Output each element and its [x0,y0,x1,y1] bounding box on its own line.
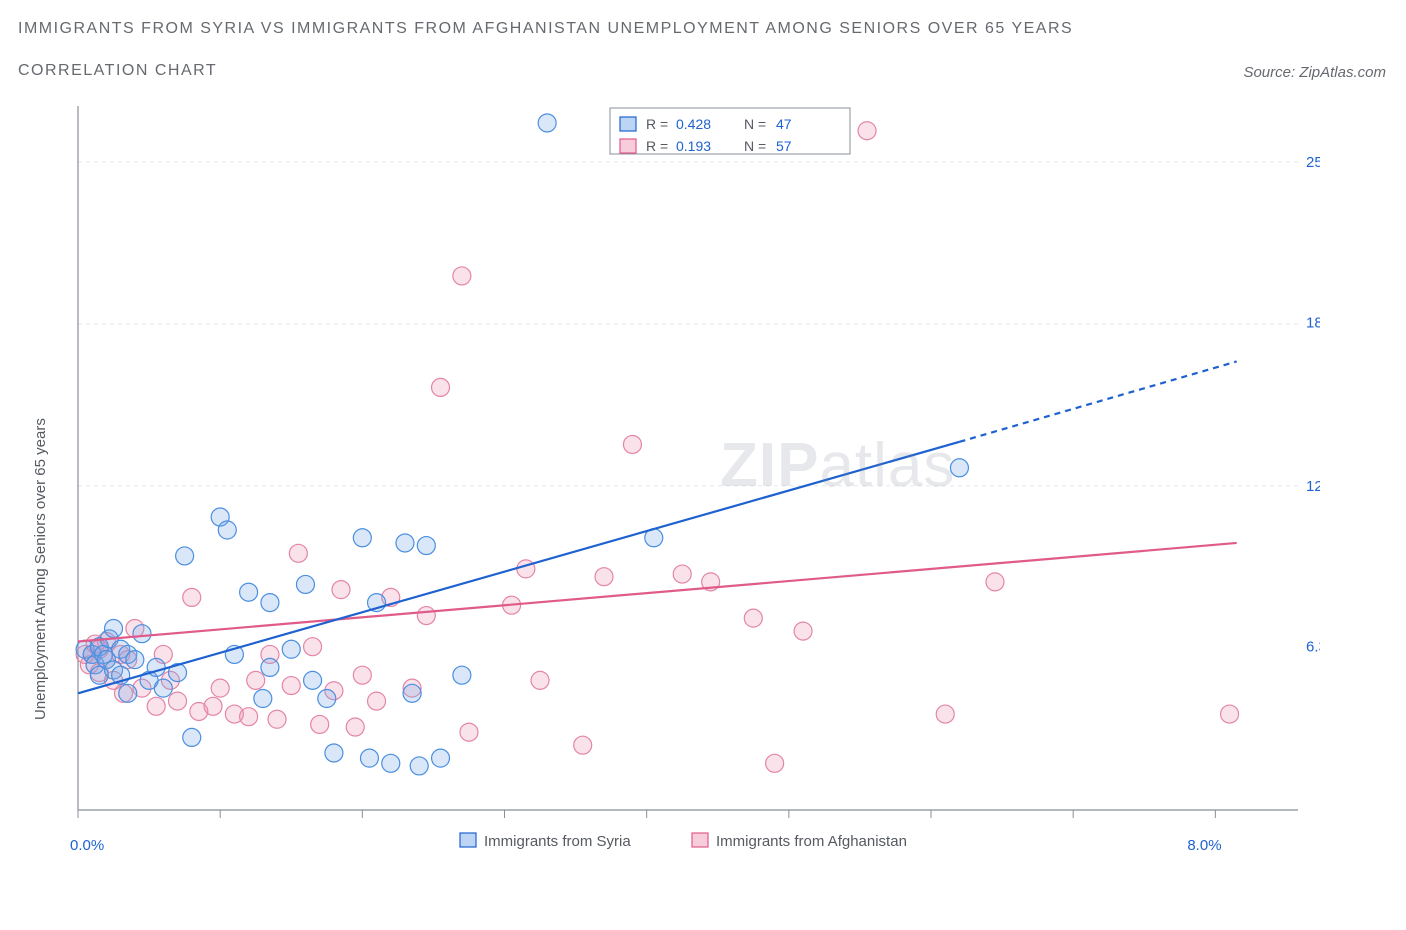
svg-text:8.0%: 8.0% [1187,837,1221,854]
svg-text:18.8%: 18.8% [1306,315,1320,332]
svg-text:47: 47 [776,116,792,132]
svg-text:R =: R = [646,138,668,154]
svg-text:0.193: 0.193 [676,138,711,154]
source-label: Source: ZipAtlas.com [1243,64,1386,81]
svg-text:25.0%: 25.0% [1306,154,1320,171]
correlation-scatter-chart: 25.0% 18.8% 12.5% 6.3% 0.0% 8.0% R = 0.428 N = 47… [60,100,1320,860]
svg-text:12.5%: 12.5% [1306,478,1320,495]
chart-title-line1: IMMIGRANTS FROM SYRIA VS IMMIGRANTS FROM… [18,20,1073,38]
chart-title-line2: CORRELATION CHART [18,62,217,80]
svg-text:Immigrants from Afghanistan: Immigrants from Afghanistan [716,833,907,850]
y-axis-label: Unemployment Among Seniors over 65 years [32,418,49,720]
svg-text:Immigrants from Syria: Immigrants from Syria [484,833,631,850]
svg-text:57: 57 [776,138,792,154]
svg-text:0.428: 0.428 [676,116,711,132]
svg-text:N =: N = [744,116,766,132]
svg-text:N =: N = [744,138,766,154]
svg-text:0.0%: 0.0% [70,837,104,854]
svg-text:R =: R = [646,116,668,132]
svg-text:6.3%: 6.3% [1306,639,1320,656]
